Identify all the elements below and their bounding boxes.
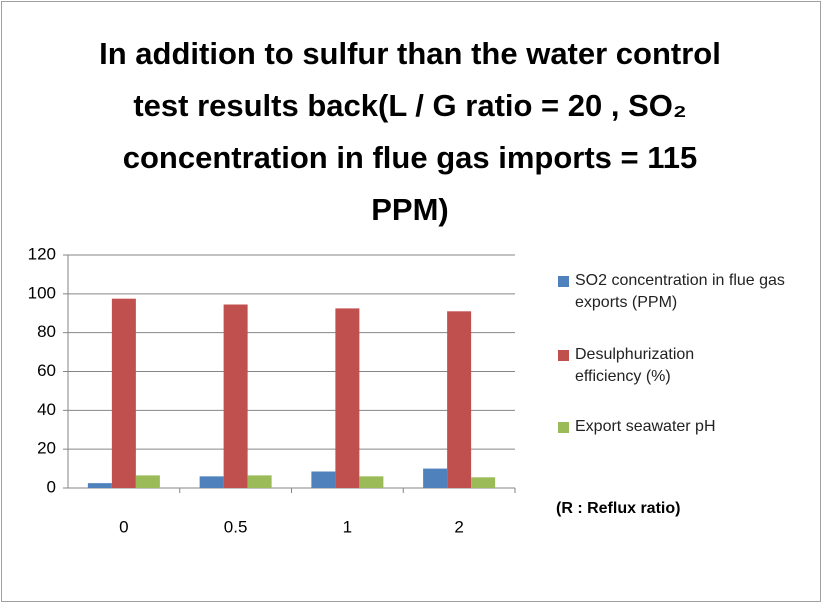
legend-swatch: [558, 276, 569, 287]
bar: [335, 308, 360, 488]
x-tick-label: 1: [343, 517, 352, 536]
y-tick-label: 100: [28, 283, 56, 302]
bar: [471, 477, 496, 488]
annotation: (R : Reflux ratio): [556, 500, 681, 517]
y-tick-label: 0: [47, 477, 56, 496]
x-tick-label: 0.5: [224, 517, 248, 536]
x-tick-label: 2: [454, 517, 463, 536]
y-tick-label: 40: [37, 400, 56, 419]
legend-entry: SO2 concentration in flue gas exports (P…: [558, 270, 788, 314]
bar: [359, 476, 384, 488]
bar: [199, 476, 224, 488]
chart-title: In addition to sulfur than the water con…: [99, 36, 721, 227]
bar: [135, 475, 160, 488]
bar: [447, 311, 472, 488]
legend-entry: Desulphurization efficiency (%): [558, 344, 788, 388]
bar: [111, 298, 136, 488]
y-tick-label: 80: [37, 322, 56, 341]
y-tick-label: 20: [37, 439, 56, 458]
bar: [247, 475, 272, 488]
legend-swatch: [558, 422, 569, 433]
bar: [87, 483, 112, 488]
bar: [423, 468, 448, 488]
y-tick-label: 60: [37, 361, 56, 380]
bar: [223, 304, 248, 488]
legend-swatch: [558, 350, 569, 361]
legend-label: Desulphurization efficiency (%): [575, 346, 695, 385]
legend-label: Export seawater pH: [575, 418, 716, 435]
legend-label: SO2 concentration in flue gas exports (P…: [575, 272, 785, 311]
bar: [311, 471, 336, 488]
y-tick-label: 120: [28, 244, 56, 263]
legend-entry: Export seawater pH: [558, 416, 788, 438]
x-tick-label: 0: [119, 517, 128, 536]
